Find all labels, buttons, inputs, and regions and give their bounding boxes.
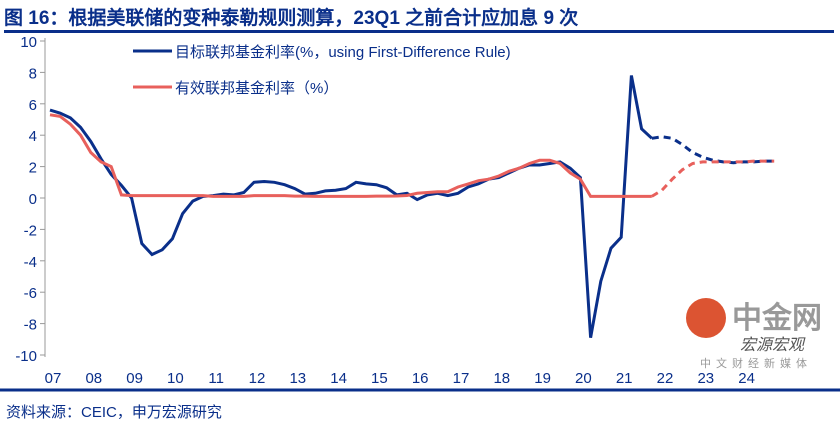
legend-label-1: 有效联邦基金利率（%） [175, 80, 338, 97]
y-tick-label: 2 [29, 160, 37, 177]
series-forecast-line-0 [651, 135, 775, 165]
x-tick-label: 11 [208, 370, 224, 387]
x-tick-label: 10 [167, 370, 184, 387]
x-tick-label: 09 [126, 370, 143, 387]
x-tick-label: 14 [330, 370, 347, 387]
source-note: 资料来源：CEIC，申万宏源研究 [6, 404, 222, 421]
y-tick-label: 0 [29, 191, 37, 208]
y-tick-label: -2 [24, 222, 37, 239]
y-tick-label: 4 [29, 128, 37, 145]
series-forecast-line-1 [651, 159, 775, 198]
figure-title: 图 16：根据美联储的变种泰勒规则测算，23Q1 之前合计应加息 9 次 [4, 8, 579, 29]
x-tick-label: 21 [616, 370, 633, 387]
x-tick-label: 19 [534, 370, 551, 387]
x-tick-label: 13 [289, 370, 306, 387]
x-tick-label: 17 [453, 370, 470, 387]
legend-label-0: 目标联邦基金利率(%，using First-Difference Rule) [175, 44, 511, 61]
y-tick-label: 10 [20, 34, 37, 51]
x-tick-label: 23 [697, 370, 714, 387]
x-tick-label: 07 [45, 370, 62, 387]
y-tick-label: 8 [29, 65, 37, 82]
watermark-account: 宏源宏观 [740, 336, 806, 354]
x-tick-label: 16 [412, 370, 429, 387]
x-tick-label: 18 [493, 370, 510, 387]
y-tick-label: -8 [24, 317, 37, 334]
watermark-sub: 中文财经新媒体 [700, 356, 812, 370]
y-tick-label: -10 [15, 348, 37, 365]
y-tick-label: -4 [24, 254, 37, 271]
series-line-0 [49, 75, 653, 338]
watermark-logo-icon [686, 298, 726, 338]
series-line-1 [49, 113, 652, 198]
y-tick-label: -6 [24, 285, 37, 302]
x-tick-label: 15 [371, 370, 388, 387]
x-tick-label: 12 [249, 370, 266, 387]
x-tick-label: 24 [738, 370, 755, 387]
title-divider [4, 30, 834, 33]
y-tick-label: 6 [29, 97, 37, 114]
watermark-brand: 中金网 [732, 301, 822, 335]
x-tick-label: 22 [657, 370, 674, 387]
x-tick-label: 08 [85, 370, 102, 387]
x-tick-label: 20 [575, 370, 592, 387]
